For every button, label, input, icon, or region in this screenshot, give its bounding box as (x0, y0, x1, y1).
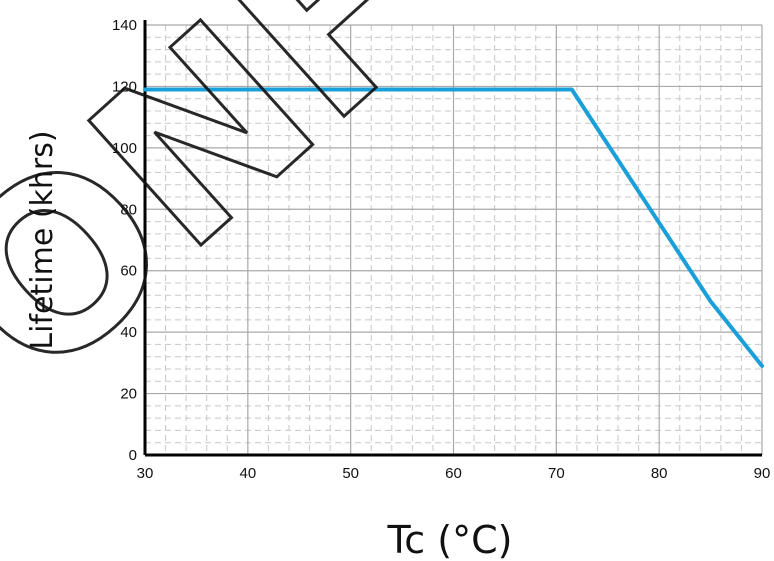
y-tick-label: 100 (112, 140, 137, 157)
y-tick-label: 40 (120, 324, 137, 341)
y-tick-label: 60 (120, 263, 137, 280)
axes (143, 20, 762, 457)
y-axis-label: Lifetime (khrs) (25, 130, 60, 349)
x-tick-labels: 30 40 50 60 70 80 90 (137, 465, 771, 482)
x-axis-label: Tc (°C) (387, 518, 513, 561)
x-tick-label: 90 (754, 465, 771, 482)
series-line (143, 87, 764, 368)
watermark-logo: ONF (0, 0, 483, 432)
y-tick-label: 20 (120, 386, 137, 403)
x-tick-label: 70 (548, 465, 565, 482)
y-tick-label: 80 (120, 201, 137, 218)
x-tick-label: 50 (342, 465, 359, 482)
series-group (143, 87, 764, 368)
major-grid (145, 24, 763, 455)
y-tick-label: 120 (112, 78, 137, 95)
y-tick-labels: 0 20 40 60 80 100 120 140 (112, 17, 137, 464)
svg-text:ONF: ONF (0, 0, 482, 431)
x-tick-label: 40 (239, 465, 256, 482)
y-tick-label: 140 (112, 17, 137, 34)
x-tick-label: 30 (137, 465, 154, 482)
y-tick-label: 0 (129, 447, 137, 464)
x-tick-label: 80 (651, 465, 668, 482)
x-tick-label: 60 (445, 465, 462, 482)
